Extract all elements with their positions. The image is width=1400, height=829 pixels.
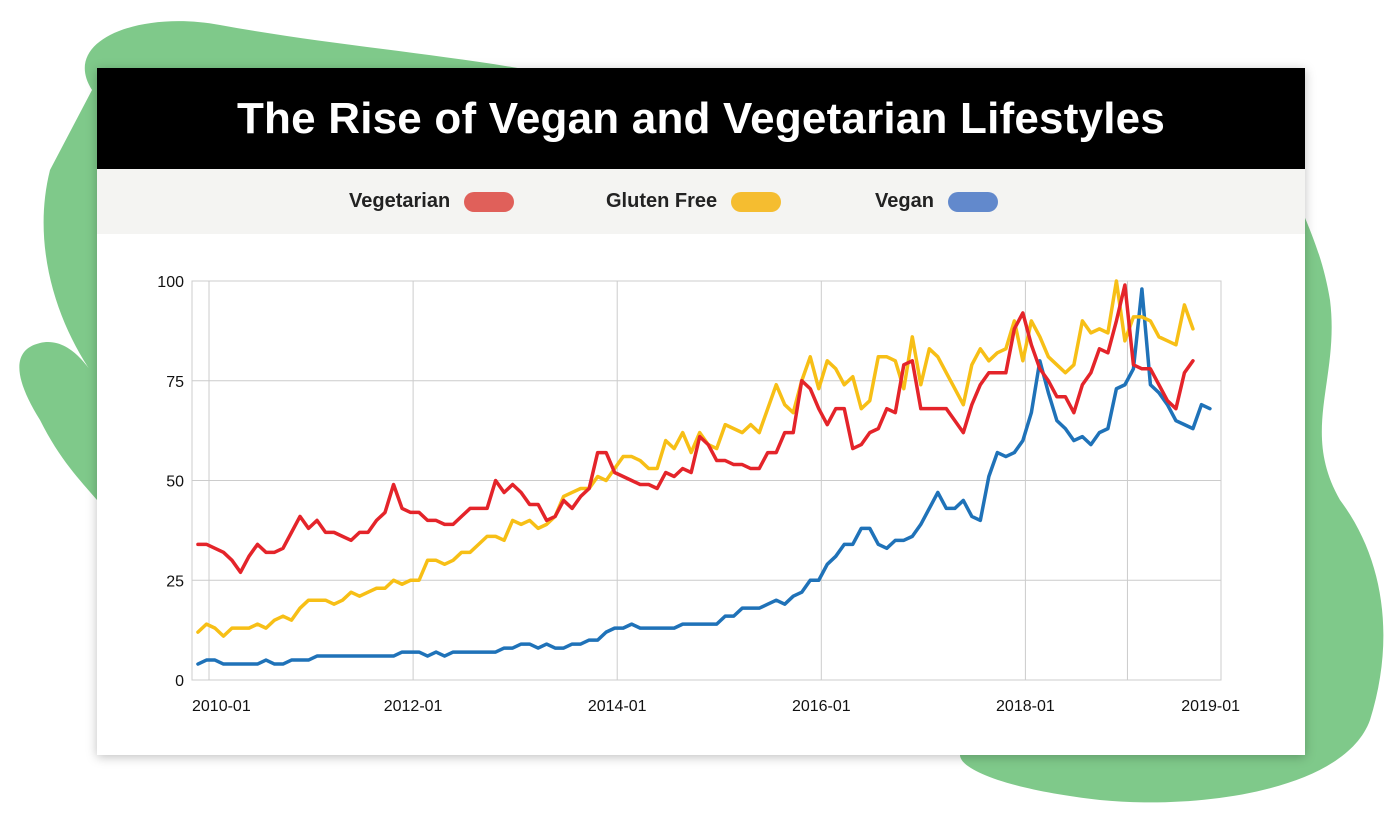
legend-swatch-vegan <box>947 191 998 212</box>
x-tick-label: 2019-01 <box>1181 698 1240 715</box>
series-line-vegan <box>196 287 1212 666</box>
y-tick-label: 75 <box>166 374 184 391</box>
y-axis-ticks: 0 25 50 75 100 <box>157 274 184 690</box>
y-tick-label: 25 <box>166 573 184 590</box>
x-tick-label: 2014-01 <box>588 698 647 715</box>
y-tick-label: 50 <box>166 474 184 491</box>
legend-label-gluten-free: Gluten Free <box>606 190 718 212</box>
y-tick-label: 100 <box>157 274 184 291</box>
chart-card: The Rise of Vegan and Vegetarian Lifesty… <box>97 68 1305 755</box>
legend-item-vegetarian: Vegetarian <box>349 169 515 234</box>
legend-swatch-vegetarian <box>464 191 515 212</box>
legend: Vegetarian Gluten Free Vegan <box>97 169 1305 234</box>
series-line-vegetarian <box>196 283 1195 575</box>
legend-item-vegan: Vegan <box>875 169 998 234</box>
series-lines <box>196 279 1212 666</box>
x-tick-label: 2012-01 <box>384 698 443 715</box>
x-tick-label: 2010-01 <box>192 698 251 715</box>
series-line-gluten-free <box>196 279 1195 638</box>
legend-swatch-gluten-free <box>731 191 782 212</box>
title-bar: The Rise of Vegan and Vegetarian Lifesty… <box>97 68 1305 169</box>
legend-label-vegetarian: Vegetarian <box>349 190 451 212</box>
x-tick-label: 2018-01 <box>996 698 1055 715</box>
x-tick-label: 2016-01 <box>792 698 851 715</box>
grid <box>191 280 1222 681</box>
legend-item-gluten-free: Gluten Free <box>606 169 782 234</box>
x-axis-ticks: 2010-01 2012-01 2014-01 2016-01 2018-01 2019-… <box>192 698 1240 715</box>
chart-title: The Rise of Vegan and Vegetarian Lifesty… <box>236 93 1166 143</box>
legend-label-vegan: Vegan <box>875 190 934 212</box>
y-tick-label: 0 <box>175 673 184 690</box>
